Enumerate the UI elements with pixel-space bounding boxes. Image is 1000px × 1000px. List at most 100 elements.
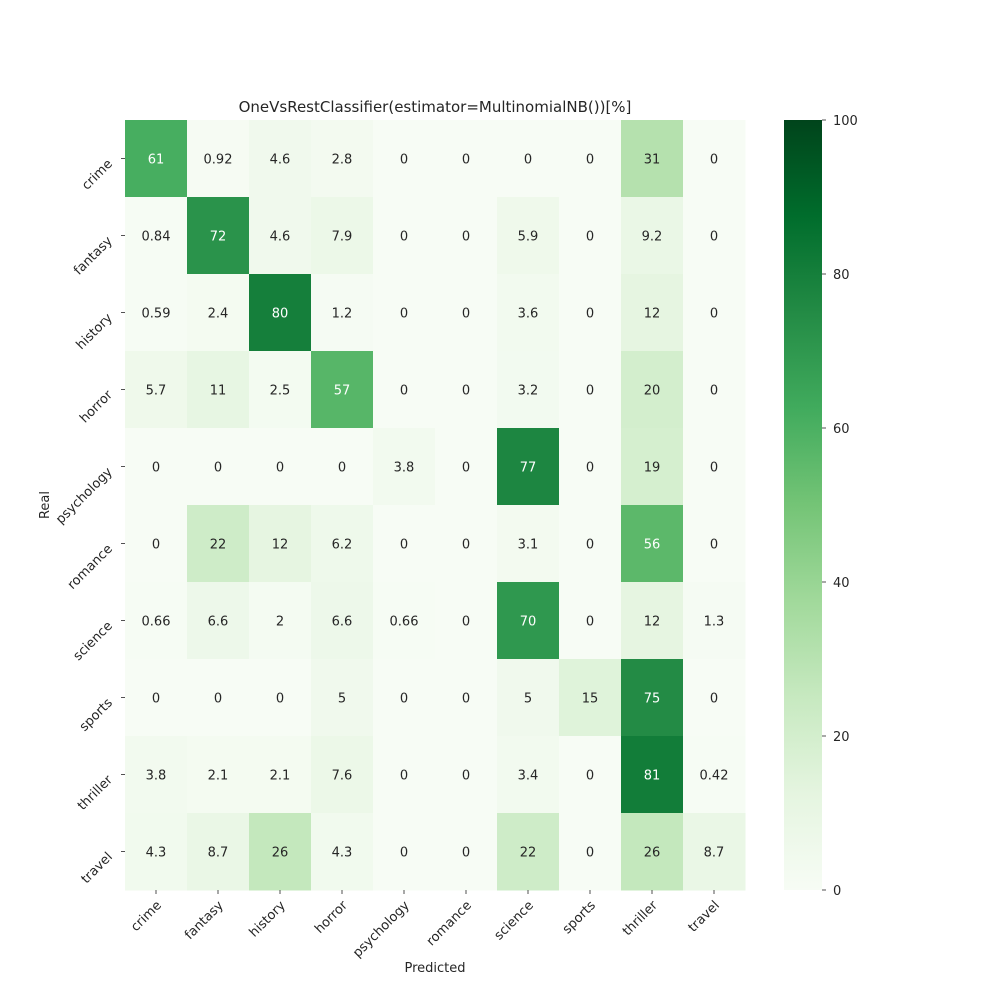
heatmap-cell-romance-thriller — [621, 505, 684, 583]
cell-value-label: 0 — [400, 230, 408, 245]
heatmap-cell-travel-history — [249, 813, 312, 891]
heatmap-cell-romance-sports — [559, 505, 622, 583]
heatmap-cell-history-crime — [125, 274, 188, 352]
heatmap-cell-sports-thriller — [621, 659, 684, 737]
heatmap-cell-history-sports — [559, 274, 622, 352]
heatmap-cell-crime-travel — [683, 120, 746, 198]
heatmap-cell-romance-history — [249, 505, 312, 583]
cell-value-label: 0 — [586, 384, 594, 399]
heatmap-cell-history-science — [497, 274, 560, 352]
heatmap-cell-crime-psychology — [373, 120, 436, 198]
cell-value-label: 8.7 — [208, 846, 229, 861]
heatmap-cell-psychology-science — [497, 428, 560, 506]
heatmap-cell-psychology-romance — [435, 428, 498, 506]
heatmap-cell-horror-fantasy — [187, 351, 250, 429]
cell-value-label: 0 — [152, 461, 160, 476]
cell-value-label: 0 — [462, 230, 470, 245]
heatmap-cell-horror-psychology — [373, 351, 436, 429]
cell-value-label: 11 — [210, 384, 227, 399]
x-tick-label-psychology: psychology — [350, 898, 413, 961]
heatmap-cell-psychology-sports — [559, 428, 622, 506]
heatmap-cell-thriller-science — [497, 736, 560, 814]
y-tick-label-horror: horror — [77, 387, 116, 426]
cell-value-label: 3.1 — [518, 538, 539, 553]
cell-value-label: 0.84 — [142, 230, 171, 245]
cell-value-label: 0 — [462, 615, 470, 630]
cell-value-label: 0 — [152, 692, 160, 707]
cell-value-label: 77 — [520, 461, 537, 476]
heatmap-cell-thriller-romance — [435, 736, 498, 814]
x-tick-label-fantasy: fantasy — [182, 898, 227, 943]
cell-value-label: 6.2 — [332, 538, 353, 553]
heatmap-cell-travel-horror — [311, 813, 374, 891]
heatmap-cell-sports-crime — [125, 659, 188, 737]
cell-value-label: 3.2 — [518, 384, 539, 399]
cell-value-label: 0 — [586, 153, 594, 168]
heatmap-cell-crime-thriller — [621, 120, 684, 198]
colorbar-tick-label: 100 — [833, 114, 858, 129]
chart-title: OneVsRestClassifier(estimator=Multinomia… — [239, 98, 632, 116]
heatmap-cell-horror-science — [497, 351, 560, 429]
heatmap-cell-fantasy-sports — [559, 197, 622, 275]
y-tick-label-fantasy: fantasy — [71, 234, 116, 279]
cell-value-label: 75 — [644, 692, 661, 707]
cell-value-label: 2.8 — [332, 153, 353, 168]
heatmap-cell-history-romance — [435, 274, 498, 352]
cell-value-label: 0 — [462, 538, 470, 553]
y-tick-label-science: science — [71, 619, 116, 664]
heatmap-cell-crime-horror — [311, 120, 374, 198]
heatmap-cell-fantasy-travel — [683, 197, 746, 275]
y-tick-label-history: history — [74, 311, 116, 353]
cell-value-label: 0 — [462, 307, 470, 322]
heatmap-cell-fantasy-horror — [311, 197, 374, 275]
heatmap-cell-psychology-history — [249, 428, 312, 506]
cell-value-label: 2.1 — [208, 769, 229, 784]
heatmap-cell-horror-thriller — [621, 351, 684, 429]
heatmap-cell-science-psychology — [373, 582, 436, 660]
cell-value-label: 0 — [586, 230, 594, 245]
cell-value-label: 0 — [710, 538, 718, 553]
x-tick-label-crime: crime — [128, 898, 165, 935]
heatmap-cell-history-horror — [311, 274, 374, 352]
cell-value-label: 0 — [400, 769, 408, 784]
heatmap-cell-fantasy-fantasy — [187, 197, 250, 275]
heatmap-cell-travel-thriller — [621, 813, 684, 891]
cell-value-label: 0 — [214, 461, 222, 476]
cell-value-label: 0 — [276, 692, 284, 707]
cell-value-label: 3.6 — [518, 307, 539, 322]
y-tick-label-psychology: psychology — [53, 465, 116, 528]
cell-value-label: 26 — [644, 846, 661, 861]
cell-value-label: 20 — [644, 384, 661, 399]
x-tick-label-romance: romance — [424, 898, 475, 949]
cell-value-label: 70 — [520, 615, 537, 630]
heatmap-cell-thriller-crime — [125, 736, 188, 814]
y-tick-labels: crime fantasy history horror psychology roman… — [53, 157, 125, 887]
cell-value-label: 12 — [644, 307, 661, 322]
heatmap-cell-crime-sports — [559, 120, 622, 198]
y-tick-label-thriller: thriller — [75, 772, 116, 813]
heatmap-cell-psychology-horror — [311, 428, 374, 506]
cell-value-label: 0 — [276, 461, 284, 476]
x-tick-label-science: science — [492, 898, 537, 943]
y-tick-label-romance: romance — [65, 542, 116, 593]
cell-value-label: 0 — [462, 384, 470, 399]
cell-value-label: 0 — [400, 307, 408, 322]
heatmap-cell-sports-travel — [683, 659, 746, 737]
cell-value-label: 0 — [710, 230, 718, 245]
heatmap-cell-travel-psychology — [373, 813, 436, 891]
cell-value-label: 6.6 — [208, 615, 229, 630]
heatmap-cell-science-travel — [683, 582, 746, 660]
cell-value-label: 0.59 — [142, 307, 171, 322]
colorbar — [784, 120, 822, 890]
cell-value-label: 0 — [710, 461, 718, 476]
cell-value-label: 3.8 — [146, 769, 167, 784]
heatmap-cell-history-travel — [683, 274, 746, 352]
heatmap-cell-science-sports — [559, 582, 622, 660]
cell-value-label: 6.6 — [332, 615, 353, 630]
x-tick-label-sports: sports — [560, 898, 599, 937]
heatmap-cell-thriller-travel — [683, 736, 746, 814]
heatmap-cell-sports-science — [497, 659, 560, 737]
cell-value-label: 0 — [524, 153, 532, 168]
heatmap-cell-travel-travel — [683, 813, 746, 891]
cell-value-label: 81 — [644, 769, 661, 784]
